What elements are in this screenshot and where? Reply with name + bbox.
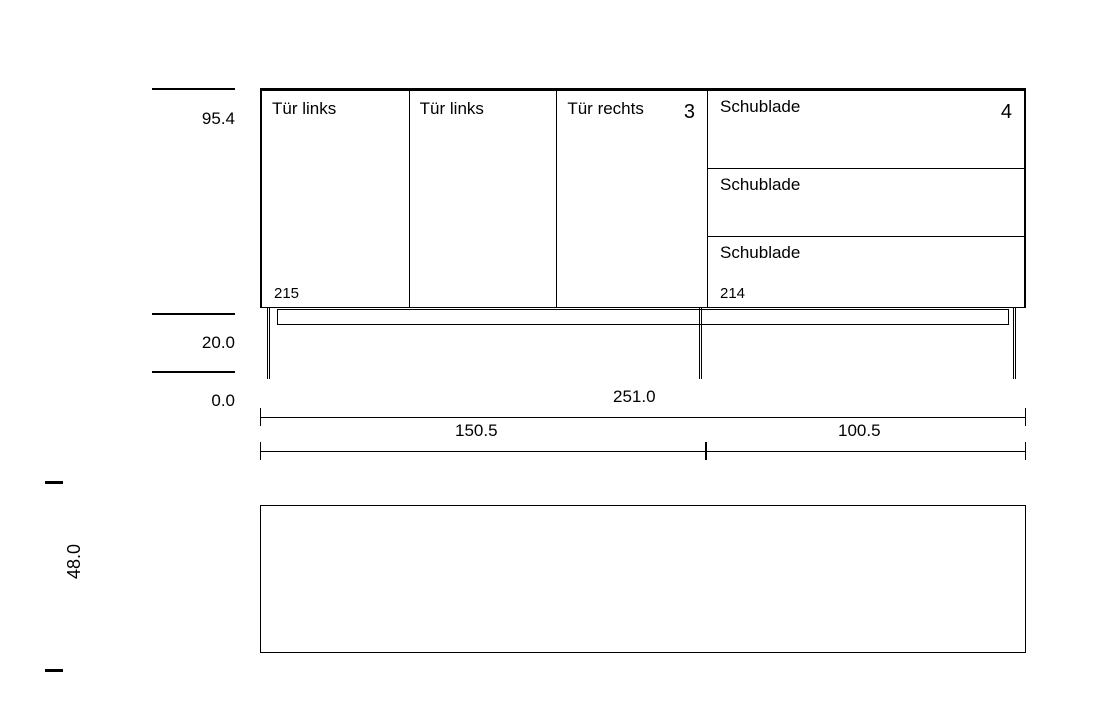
drawer-label: Schublade [720, 175, 800, 195]
dim-label-total: 251.0 [613, 387, 656, 407]
leg [267, 308, 270, 379]
height-label: 95.4 [155, 109, 235, 129]
dim-tick [1025, 442, 1026, 460]
unit-tag: 4 [1001, 101, 1012, 124]
depth-label: 48.0 [64, 544, 85, 579]
height-tick [152, 371, 235, 373]
depth-tick [45, 669, 63, 672]
drawer: Schublade [708, 237, 1024, 307]
drawer: Schublade [708, 91, 1024, 169]
door-label: Tür rechts [567, 99, 644, 119]
door: Tür links [262, 91, 410, 307]
height-label: 0.0 [155, 391, 235, 411]
unit-code: 215 [274, 285, 299, 302]
drawer-label: Schublade [720, 97, 800, 117]
front-view-cabinet: Tür links Tür links Tür rechts 3 215 Schublad… [260, 88, 1026, 308]
unit-tag: 3 [684, 101, 695, 124]
height-tick [152, 88, 235, 90]
dim-line [260, 417, 1026, 418]
dim-line [260, 451, 706, 452]
dim-tick [260, 442, 261, 460]
depth-tick [45, 481, 63, 484]
door: Tür links [410, 91, 558, 307]
left-unit: Tür links Tür links Tür rechts 3 215 [262, 91, 708, 307]
door-label: Tür links [420, 99, 484, 119]
unit-code: 214 [720, 285, 745, 302]
leg [699, 308, 702, 379]
leg [1013, 308, 1016, 379]
height-tick [152, 313, 235, 315]
plinth [277, 309, 1009, 325]
door-label: Tür links [272, 99, 336, 119]
dim-tick [706, 442, 707, 460]
dim-tick [260, 408, 261, 426]
dim-label-segment: 100.5 [838, 421, 881, 441]
dim-label-segment: 150.5 [455, 421, 498, 441]
top-view-rect [260, 505, 1026, 653]
drawer: Schublade [708, 169, 1024, 238]
right-unit: Schublade Schublade Schublade 4 214 [708, 91, 1024, 307]
height-label: 20.0 [155, 333, 235, 353]
drawer-label: Schublade [720, 243, 800, 263]
dim-line [706, 451, 1026, 452]
dim-tick [1025, 408, 1026, 426]
